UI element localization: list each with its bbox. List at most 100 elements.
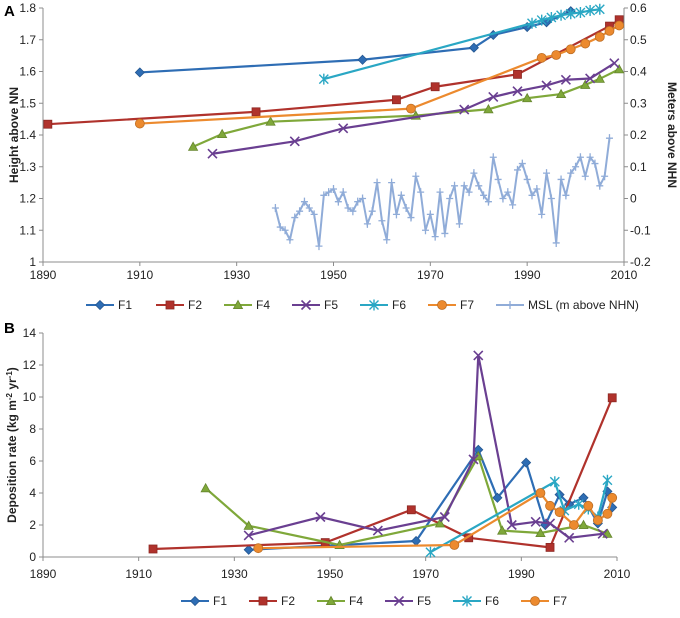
data-point <box>549 476 560 488</box>
data-point <box>535 488 546 498</box>
data-point <box>521 92 533 103</box>
data-point <box>417 188 425 197</box>
legend-item-f4: F4 <box>224 298 270 312</box>
data-point <box>207 148 218 159</box>
legend-label: F2 <box>188 298 202 312</box>
panel-a-series-f6 <box>318 3 605 85</box>
panel-a-y-tick-label: 1.1 <box>19 223 36 237</box>
data-point <box>494 175 502 184</box>
data-point <box>567 169 575 178</box>
data-point <box>357 54 368 65</box>
legend-item-f1: F1 <box>181 594 227 608</box>
data-point <box>609 58 620 69</box>
data-point <box>286 235 294 244</box>
data-point <box>318 73 329 85</box>
panel-a-x-tick-label: 2010 <box>611 268 638 282</box>
legend-item-f2: F2 <box>249 594 295 608</box>
data-point <box>148 544 158 554</box>
data-point <box>583 500 594 511</box>
data-point <box>530 516 541 527</box>
legend-item-f5: F5 <box>385 594 431 608</box>
data-point <box>271 204 279 213</box>
data-point <box>439 511 450 523</box>
data-point <box>339 188 347 197</box>
data-point <box>320 191 328 200</box>
legend-marker <box>94 299 106 311</box>
panel-a-y2-tick-label: 0.6 <box>630 1 647 15</box>
data-point <box>310 210 318 219</box>
data-point <box>373 178 381 187</box>
data-point <box>541 80 552 91</box>
panel-a-y2-tick-label: 0 <box>630 192 637 206</box>
panel-b-y-tick-label: 8 <box>29 422 36 436</box>
legend-marker <box>506 301 514 309</box>
data-point <box>325 188 333 197</box>
panel-b-legend: F1 F2 F4 F5 F6 F7 <box>181 594 567 608</box>
data-point <box>315 511 326 523</box>
data-point <box>560 74 571 85</box>
legend-item-f7: F7 <box>428 298 474 312</box>
data-point <box>243 544 254 555</box>
panel-a-y2-tick-label: -0.2 <box>630 255 651 269</box>
legend-item-f6: F6 <box>360 298 406 312</box>
panel-a-y2-tick-label: 0.1 <box>630 160 647 174</box>
data-point <box>354 197 362 206</box>
panel-a-series-msl <box>271 134 613 251</box>
data-point <box>614 20 625 31</box>
series-line <box>248 447 614 551</box>
data-point <box>359 194 367 203</box>
data-point <box>594 31 605 42</box>
panel-a-series-f1 <box>134 6 576 78</box>
label-text: yr <box>5 378 19 393</box>
data-point <box>460 181 468 190</box>
label-text: Deposition rate (kg m <box>5 400 19 523</box>
data-point <box>581 172 589 181</box>
data-point <box>344 204 352 213</box>
panel-a-y-tick-label: 1 <box>29 255 36 269</box>
data-point <box>596 181 604 190</box>
data-point <box>602 508 613 519</box>
data-point <box>468 454 479 465</box>
legend-item-f7: F7 <box>521 594 567 608</box>
data-point <box>372 525 383 536</box>
panel-b-y-tick-label: 6 <box>29 454 36 468</box>
data-point <box>291 213 299 222</box>
panel-a-legend: F1 F2 F4 F5 F6 F7 MSL (m above NHN) <box>86 298 639 312</box>
data-point <box>565 44 576 55</box>
data-point <box>518 159 526 168</box>
data-point <box>573 498 584 510</box>
panel-b-x-tick-label: 1990 <box>508 567 535 581</box>
panel-b-x-tick-label: 1950 <box>317 567 344 581</box>
legend-label: F2 <box>281 594 295 608</box>
panel-a-y-tick-label: 1.6 <box>19 65 36 79</box>
data-point <box>601 172 609 181</box>
data-point <box>513 165 521 174</box>
panel-a-x-tick-label: 1930 <box>223 268 250 282</box>
data-point <box>506 519 517 531</box>
panel-b-y-tick-label: 12 <box>23 358 37 372</box>
panel-b-y-tick-label: 10 <box>23 390 37 404</box>
data-point <box>397 191 405 200</box>
legend-label: F4 <box>349 594 363 608</box>
panel-b-x-tick-label: 1910 <box>125 567 152 581</box>
panel-a-y-tick-label: 1.3 <box>19 160 36 174</box>
data-point <box>281 226 289 235</box>
panel-b-x-tick-label: 1970 <box>412 567 439 581</box>
data-point <box>580 79 591 89</box>
panel-b-y-tick-label: 14 <box>23 326 37 340</box>
data-point <box>504 188 512 197</box>
series-line <box>47 18 620 126</box>
panel-a-x-tick-label: 1950 <box>320 268 347 282</box>
data-point <box>187 141 199 151</box>
legend-label: F5 <box>417 594 431 608</box>
data-point <box>533 184 541 193</box>
data-point <box>300 197 308 206</box>
data-point <box>554 507 565 518</box>
panel-b-label: B <box>4 320 15 337</box>
panel-b-x-tick-label: 1890 <box>30 567 57 581</box>
panel-b-y-tick-label: 4 <box>29 486 36 500</box>
data-point <box>535 527 546 537</box>
data-point <box>580 38 591 49</box>
legend-label: F6 <box>392 298 406 312</box>
data-point <box>592 515 603 526</box>
